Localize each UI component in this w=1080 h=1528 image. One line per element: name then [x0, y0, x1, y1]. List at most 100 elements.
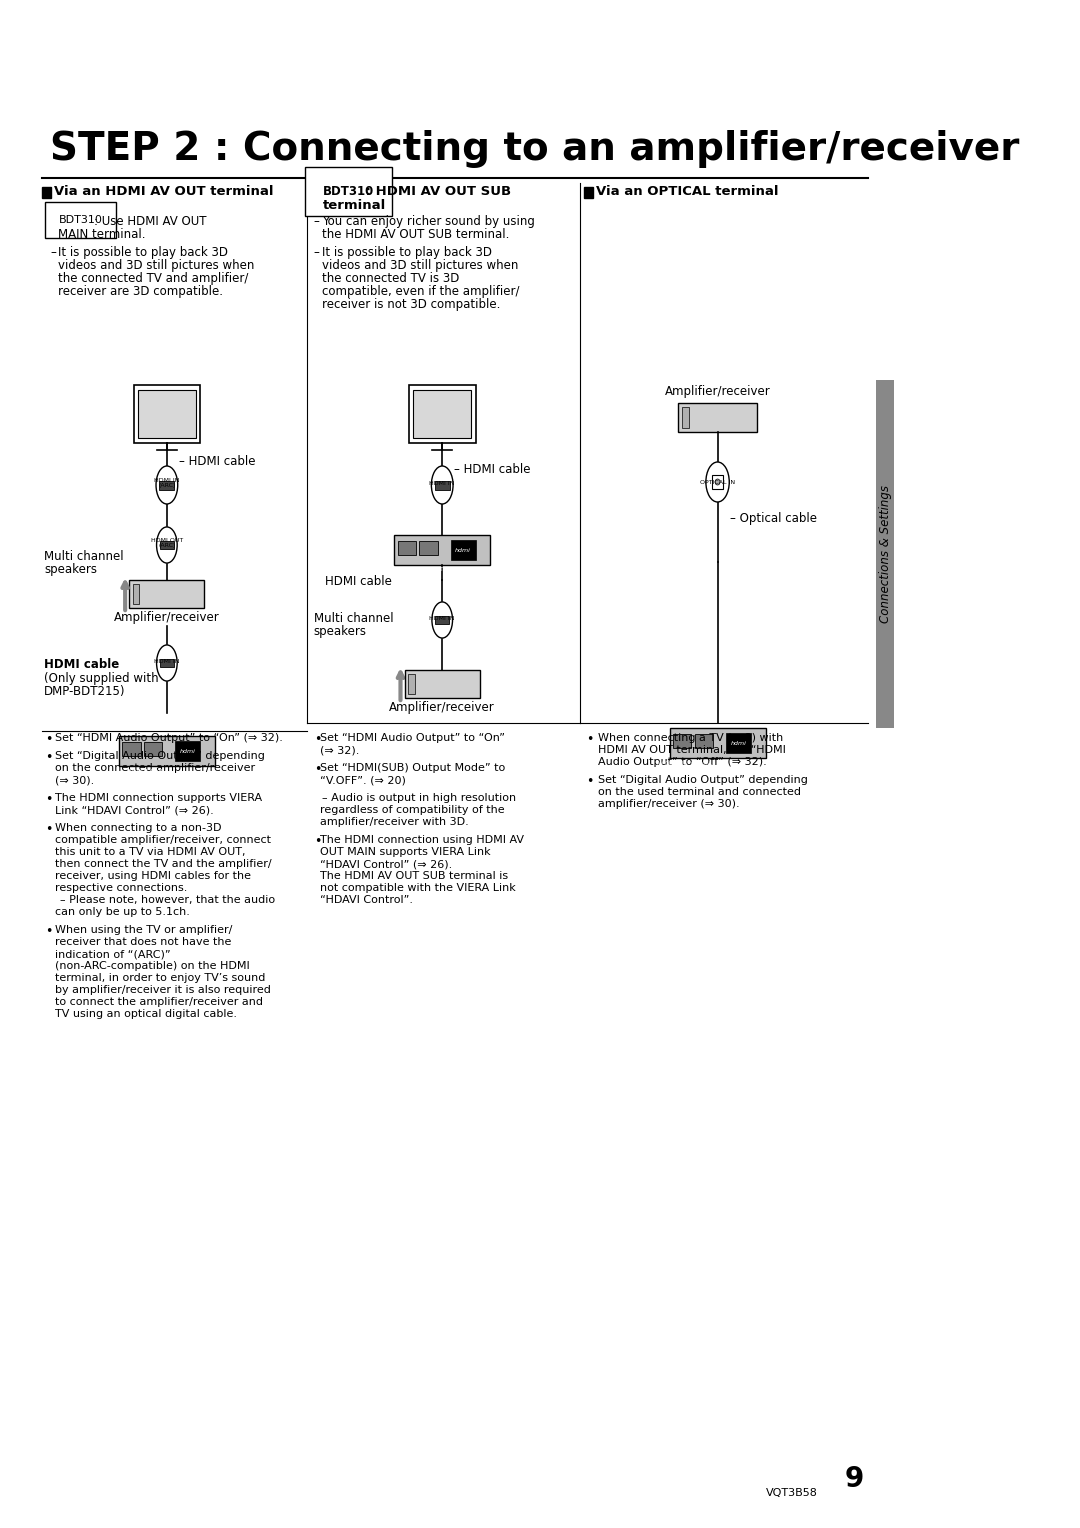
Text: Multi channel: Multi channel — [44, 550, 124, 562]
Bar — [694, 733, 713, 749]
Text: amplifier/receiver (⇒ 30).: amplifier/receiver (⇒ 30). — [598, 799, 740, 808]
Text: –: – — [313, 215, 320, 228]
Text: •: • — [313, 762, 321, 776]
Text: HDMI IN
(ARC): HDMI IN (ARC) — [154, 478, 179, 489]
Bar — [160, 659, 174, 668]
Text: videos and 3D still pictures when: videos and 3D still pictures when — [58, 260, 255, 272]
Bar — [681, 406, 689, 428]
Bar — [712, 475, 724, 489]
Text: this unit to a TV via HDMI AV OUT,: this unit to a TV via HDMI AV OUT, — [55, 847, 245, 857]
Bar — [678, 403, 757, 432]
Text: – HDMI cable: – HDMI cable — [178, 455, 255, 468]
Ellipse shape — [706, 461, 729, 503]
Text: respective connections.: respective connections. — [55, 883, 188, 892]
Text: hdmi: hdmi — [179, 749, 195, 753]
Text: Set “HDMI Audio Output” to “On”: Set “HDMI Audio Output” to “On” — [321, 733, 505, 743]
Bar — [137, 390, 197, 439]
Text: can only be up to 5.1ch.: can only be up to 5.1ch. — [55, 908, 190, 917]
Text: STEP 2 : Connecting to an amplifier/receiver: STEP 2 : Connecting to an amplifier/rece… — [50, 130, 1020, 168]
Text: (⇒ 32).: (⇒ 32). — [321, 746, 360, 755]
Bar — [122, 743, 140, 756]
Text: – HDMI cable: – HDMI cable — [454, 463, 530, 477]
Bar — [160, 541, 174, 549]
Bar — [311, 186, 321, 199]
Text: “HDAVI Control”.: “HDAVI Control”. — [321, 895, 414, 905]
Text: Via an HDMI AV OUT terminal: Via an HDMI AV OUT terminal — [54, 185, 273, 199]
Text: •: • — [45, 924, 53, 938]
Text: BDT310: BDT310 — [58, 215, 103, 225]
Bar — [405, 669, 480, 698]
Text: OPTICAL IN: OPTICAL IN — [700, 480, 735, 484]
Text: •: • — [586, 775, 594, 788]
Bar — [397, 541, 416, 555]
Text: AV OUT SUB   OPTICAL: AV OUT SUB OPTICAL — [657, 761, 712, 766]
Text: •: • — [313, 834, 321, 848]
Text: The HDMI connection supports VIERA: The HDMI connection supports VIERA — [55, 793, 262, 804]
Text: You can enjoy richer sound by using: You can enjoy richer sound by using — [322, 215, 535, 228]
Text: When connecting to a non-3D: When connecting to a non-3D — [55, 824, 221, 833]
Text: speakers: speakers — [44, 562, 97, 576]
Bar — [175, 741, 200, 761]
Text: TV using an optical digital cable.: TV using an optical digital cable. — [55, 1008, 238, 1019]
Bar — [435, 616, 449, 625]
Text: HDMI IN: HDMI IN — [430, 480, 455, 486]
Text: HDMI AV OUT terminal, set “HDMI: HDMI AV OUT terminal, set “HDMI — [598, 746, 786, 755]
Text: – Audio is output in high resolution: – Audio is output in high resolution — [322, 793, 516, 804]
Text: Link “HDAVI Control” (⇒ 26).: Link “HDAVI Control” (⇒ 26). — [55, 805, 214, 814]
Text: “V.OFF”. (⇒ 20): “V.OFF”. (⇒ 20) — [321, 775, 406, 785]
Bar — [133, 584, 139, 604]
Text: It is possible to play back 3D: It is possible to play back 3D — [58, 246, 228, 260]
Text: BDT310: BDT310 — [323, 185, 374, 199]
Text: terminal: terminal — [323, 199, 387, 212]
Text: The HDMI AV OUT SUB terminal is: The HDMI AV OUT SUB terminal is — [321, 871, 509, 882]
Text: (Only supplied with: (Only supplied with — [44, 672, 159, 685]
Text: : HDMI AV OUT SUB: : HDMI AV OUT SUB — [362, 185, 512, 199]
Text: to connect the amplifier/receiver and: to connect the amplifier/receiver and — [55, 996, 264, 1007]
Text: the HDMI AV OUT SUB terminal.: the HDMI AV OUT SUB terminal. — [322, 228, 510, 241]
Text: : Use HDMI AV OUT: : Use HDMI AV OUT — [94, 215, 206, 228]
Text: AV OUT MAIN   AV OUT SUB: AV OUT MAIN AV OUT SUB — [388, 567, 455, 571]
Text: OUT MAIN supports VIERA Link: OUT MAIN supports VIERA Link — [321, 847, 491, 857]
Text: then connect the TV and the amplifier/: then connect the TV and the amplifier/ — [55, 859, 272, 869]
Text: When using the TV or amplifier/: When using the TV or amplifier/ — [55, 924, 232, 935]
Text: AV OUT MAIN: AV OUT MAIN — [127, 769, 164, 775]
Text: Set “HDMI(SUB) Output Mode” to: Set “HDMI(SUB) Output Mode” to — [321, 762, 505, 773]
Text: VQT3B58: VQT3B58 — [766, 1488, 818, 1497]
Text: –: – — [313, 246, 320, 260]
Bar — [409, 385, 475, 443]
Bar — [584, 186, 593, 199]
Text: hdmi: hdmi — [730, 741, 746, 746]
Ellipse shape — [157, 527, 177, 562]
Bar — [435, 480, 449, 489]
Text: receiver are 3D compatible.: receiver are 3D compatible. — [58, 286, 224, 298]
Text: MAIN terminal.: MAIN terminal. — [58, 228, 146, 241]
Text: not compatible with the VIERA Link: not compatible with the VIERA Link — [321, 883, 516, 892]
Text: It is possible to play back 3D: It is possible to play back 3D — [322, 246, 492, 260]
Text: receiver, using HDMI cables for the: receiver, using HDMI cables for the — [55, 871, 251, 882]
Ellipse shape — [431, 466, 454, 504]
Bar — [130, 581, 204, 608]
Text: videos and 3D still pictures when: videos and 3D still pictures when — [322, 260, 518, 272]
Text: DMP-BDT215): DMP-BDT215) — [44, 685, 125, 698]
Ellipse shape — [157, 645, 177, 681]
Bar — [160, 480, 174, 489]
Text: –: – — [50, 215, 56, 228]
Text: Multi channel: Multi channel — [313, 613, 393, 625]
Text: HDMI IN: HDMI IN — [430, 616, 455, 620]
Text: terminal, in order to enjoy TV’s sound: terminal, in order to enjoy TV’s sound — [55, 973, 266, 983]
Text: the connected TV is 3D: the connected TV is 3D — [322, 272, 459, 286]
Bar — [119, 736, 215, 766]
Bar — [144, 743, 162, 756]
Text: (⇒ 30).: (⇒ 30). — [55, 775, 94, 785]
Text: Via an OPTICAL terminal: Via an OPTICAL terminal — [596, 185, 779, 199]
Text: HDMI cable: HDMI cable — [44, 659, 120, 671]
Text: by amplifier/receiver it is also required: by amplifier/receiver it is also require… — [55, 986, 271, 995]
Bar — [394, 535, 490, 565]
Text: Audio Output” to “Off” (⇒ 32).: Audio Output” to “Off” (⇒ 32). — [598, 756, 767, 767]
Text: Connections & Settings: Connections & Settings — [879, 484, 892, 623]
Ellipse shape — [715, 478, 720, 484]
Bar — [673, 733, 691, 749]
Text: (non-ARC-compatible) on the HDMI: (non-ARC-compatible) on the HDMI — [55, 961, 249, 970]
Text: The HDMI connection using HDMI AV: The HDMI connection using HDMI AV — [321, 834, 525, 845]
Bar — [419, 541, 437, 555]
